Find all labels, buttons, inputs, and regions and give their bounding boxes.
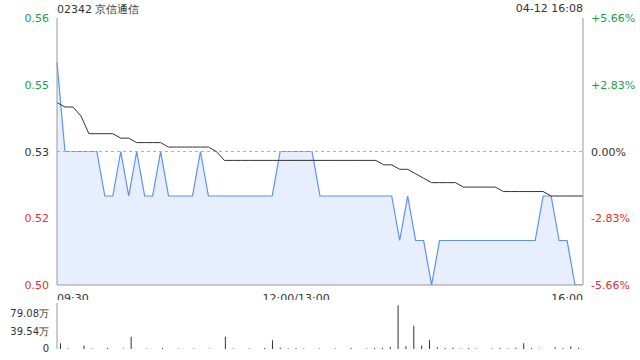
- svg-text:39.54万: 39.54万: [10, 326, 49, 337]
- svg-text:0.56: 0.56: [25, 12, 50, 25]
- svg-text:-2.83%: -2.83%: [591, 212, 630, 225]
- svg-text:12:00/13:00: 12:00/13:00: [263, 292, 330, 300]
- svg-text:0.52: 0.52: [25, 212, 50, 225]
- html-text:02342 京信通信: 02342 京信通信: [57, 3, 140, 16]
- svg-text:16:00: 16:00: [551, 292, 583, 300]
- svg-text:0.50: 0.50: [25, 279, 50, 292]
- svg-text:0.55: 0.55: [25, 79, 50, 92]
- svg-text:+2.83%: +2.83%: [591, 79, 635, 92]
- svg-text:+5.66%: +5.66%: [591, 12, 635, 25]
- svg-text:0: 0: [43, 343, 49, 354]
- svg-text:0.00%: 0.00%: [591, 146, 626, 159]
- svg-text:09:30: 09:30: [57, 292, 89, 300]
- svg-text:79.08万: 79.08万: [10, 308, 49, 319]
- html-text:04-12 16:08: 04-12 16:08: [515, 2, 583, 15]
- svg-text:0.53: 0.53: [25, 146, 50, 159]
- svg-text:-5.66%: -5.66%: [591, 279, 630, 292]
